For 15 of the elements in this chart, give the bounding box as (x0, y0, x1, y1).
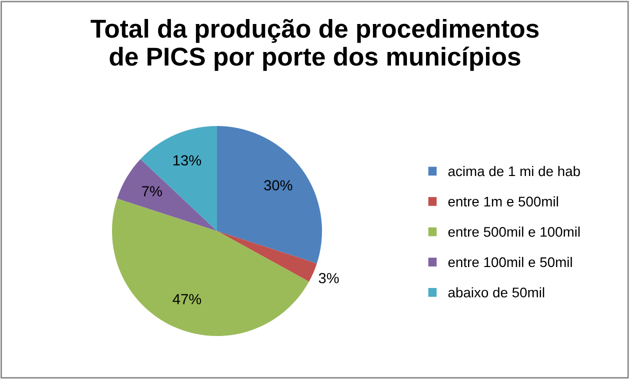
chart-title: Total da produção de procedimentos de PICS por porte dos municípios (90, 18, 539, 71)
legend-label: entre 500mil e 100mil (448, 226, 580, 237)
data-label: 47% (172, 294, 202, 304)
legend-label: abaixo de 50mil (448, 287, 544, 298)
data-label: 13% (173, 155, 202, 166)
pie-slice (112, 198, 310, 336)
data-label: 3% (318, 272, 339, 284)
legend-label: acima de 1 mi de hab (448, 166, 580, 176)
data-label: 30% (264, 180, 292, 190)
legend-label: entre 100mil e 50mil (448, 256, 572, 268)
pie-slice (217, 231, 317, 282)
pie-slice (217, 126, 322, 264)
legend-label: entre 1m e 500mil (448, 196, 558, 207)
data-label: 7% (142, 186, 162, 196)
pie-slice (140, 126, 217, 231)
